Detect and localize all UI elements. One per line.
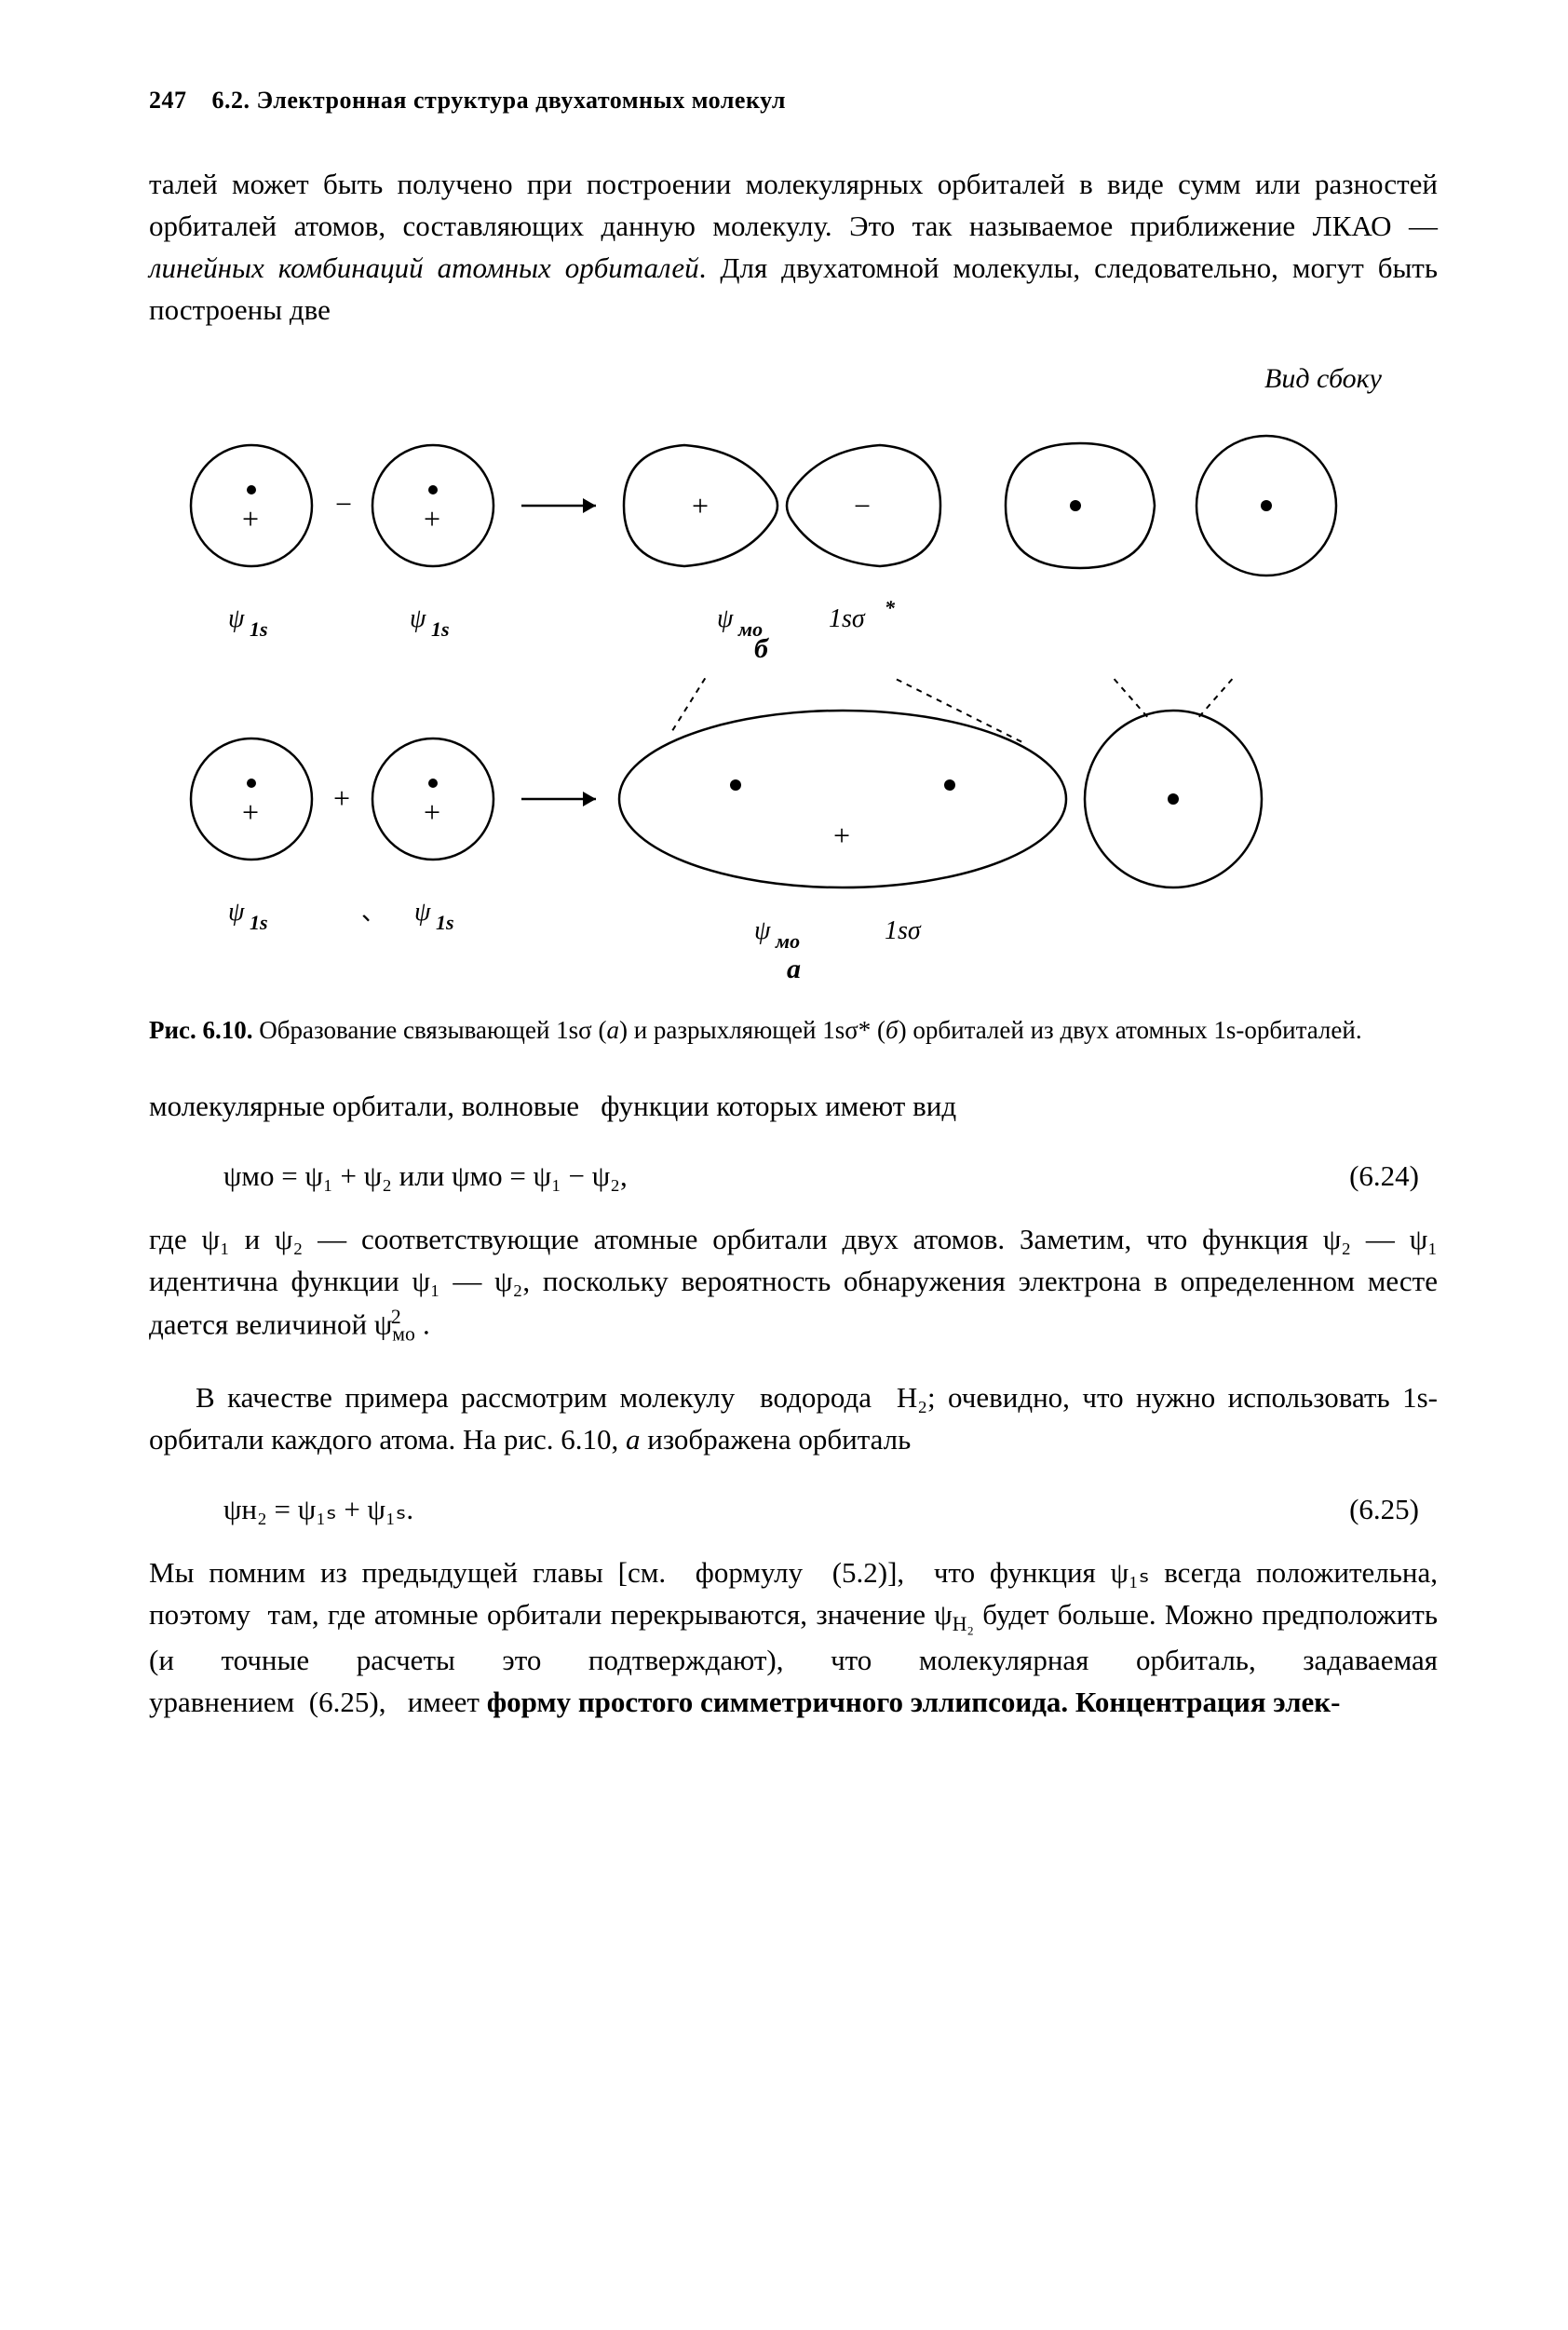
svg-text:1sσ: 1sσ bbox=[829, 604, 866, 633]
page-number: 247 bbox=[149, 87, 187, 114]
svg-text:1s: 1s bbox=[436, 911, 454, 934]
svg-text:1s: 1s bbox=[431, 617, 450, 641]
svg-text:+: + bbox=[242, 795, 259, 829]
equation-6-24: ψмо = ψ₁ + ψ₂ или ψмо = ψ₁ − ψ₂, (6.24) bbox=[223, 1156, 1438, 1196]
svg-text:+: + bbox=[424, 795, 440, 829]
paragraph-4: В качестве примера рассмотрим молекулу в… bbox=[149, 1377, 1438, 1461]
figure-row-a: + ψ1s + + 、 ψ1s + ψмо 1sσ а bbox=[149, 678, 1438, 985]
svg-text:1sσ: 1sσ bbox=[885, 916, 922, 945]
p2-suffix: функции которых имеют вид bbox=[601, 1090, 956, 1122]
svg-text:*: * bbox=[885, 596, 896, 619]
paragraph-5: Мы помним из предыдущей главы [см. форму… bbox=[149, 1552, 1438, 1723]
svg-text:+: + bbox=[333, 781, 350, 815]
side-view-label: Вид сбоку bbox=[149, 359, 1382, 399]
svg-text:−: − bbox=[335, 487, 352, 521]
orbital-diagram-bonding: + ψ1s + + 、 ψ1s + ψмо 1sσ а bbox=[149, 678, 1434, 985]
svg-text:−: − bbox=[854, 489, 871, 522]
eq-content: ψн₂ = ψ₁ₛ + ψ₁ₛ. bbox=[223, 1489, 1349, 1529]
eq-content: ψмо = ψ₁ + ψ₂ или ψмо = ψ₁ − ψ₂, bbox=[223, 1156, 1349, 1196]
svg-text:ψ: ψ bbox=[410, 604, 426, 633]
figure-row-b: + ψ1s − + ψ1s + − ψмо 1sσ* б bbox=[149, 417, 1438, 659]
eq-number: (6.25) bbox=[1349, 1489, 1419, 1529]
paragraph-1: талей может быть получено при построении… bbox=[149, 164, 1438, 332]
svg-text:мо: мо bbox=[775, 929, 800, 953]
paragraph-3: где ψ₁ и ψ₂ — соответствующие атомные ор… bbox=[149, 1219, 1438, 1349]
svg-text:ψ: ψ bbox=[228, 604, 245, 633]
svg-text:а: а bbox=[787, 954, 801, 984]
svg-text:ψ: ψ bbox=[414, 898, 431, 927]
eq-number: (6.24) bbox=[1349, 1156, 1419, 1196]
p2-prefix: молекулярные орбитали, волновые bbox=[149, 1090, 579, 1122]
section-title: 6.2. Электронная структура двухатомных м… bbox=[212, 87, 787, 114]
svg-text:+: + bbox=[833, 819, 850, 852]
figure-caption: Рис. 6.10. Образование связывающей 1sσ (… bbox=[149, 1013, 1438, 1049]
page-header: 247 6.2. Электронная структура двухатомн… bbox=[149, 84, 1438, 117]
orbital-diagram-antibonding: + ψ1s − + ψ1s + − ψмо 1sσ* б bbox=[149, 417, 1434, 659]
svg-text:+: + bbox=[692, 489, 709, 522]
svg-text:1s: 1s bbox=[250, 911, 268, 934]
svg-text:б: б bbox=[754, 633, 769, 659]
svg-text:+: + bbox=[424, 502, 440, 535]
svg-text:、: 、 bbox=[361, 899, 385, 926]
svg-text:ψ: ψ bbox=[754, 916, 771, 945]
svg-text:1s: 1s bbox=[250, 617, 268, 641]
svg-text:+: + bbox=[242, 502, 259, 535]
svg-text:ψ: ψ bbox=[717, 604, 734, 633]
paragraph-2: молекулярные орбитали, волновые функции … bbox=[149, 1086, 1438, 1128]
equation-6-25: ψн₂ = ψ₁ₛ + ψ₁ₛ. (6.25) bbox=[223, 1489, 1438, 1529]
svg-text:ψ: ψ bbox=[228, 898, 245, 927]
